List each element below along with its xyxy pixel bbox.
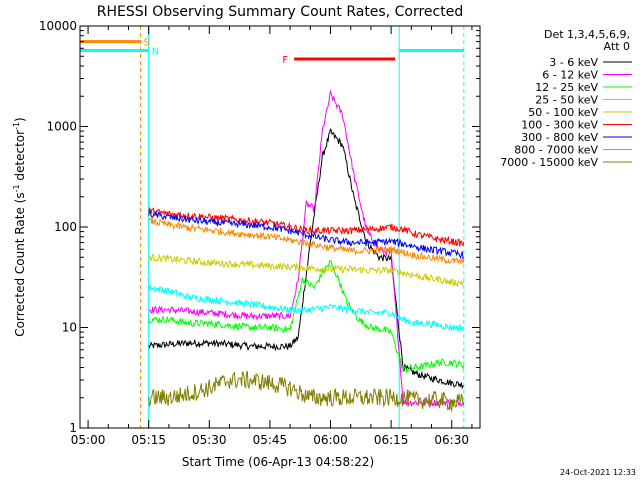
series-line-50-100-kev bbox=[148, 253, 465, 288]
x-tick-label: 06:30 bbox=[434, 433, 469, 447]
plot-area: SN F bbox=[79, 26, 465, 428]
series-line-6-12-kev bbox=[148, 89, 465, 408]
legend-label-6-12-kev: 6 - 12 keV bbox=[542, 69, 598, 82]
legend-label-100-300-kev: 100 - 300 keV bbox=[521, 119, 598, 132]
flag-label-s: S bbox=[144, 38, 150, 49]
y-axis: 1 10 100 1000 10000 bbox=[39, 19, 480, 435]
series-line-300-800-kev bbox=[148, 208, 465, 260]
x-tick-label: 05:00 bbox=[71, 433, 106, 447]
y-tick-label: 10 bbox=[62, 321, 77, 335]
y-tick-label: 1000 bbox=[46, 120, 77, 134]
flag-label-n: N bbox=[152, 47, 159, 58]
legend-header-detectors: Det 1,3,4,5,6,9, bbox=[544, 28, 630, 41]
series-line-800-7000-kev bbox=[148, 216, 465, 265]
chart-title: RHESSI Observing Summary Count Rates, Co… bbox=[97, 4, 463, 20]
x-tick-label: 05:45 bbox=[253, 433, 288, 447]
legend-label-25-50-kev: 25 - 50 keV bbox=[535, 94, 598, 107]
y-axis-label: Corrected Count Rate (s-1 detector-1) bbox=[12, 117, 27, 336]
timestamp: 24-Oct-2021 12:33 bbox=[560, 468, 636, 477]
x-tick-label: 06:00 bbox=[313, 433, 348, 447]
legend-label-300-800-kev: 300 - 800 keV bbox=[521, 131, 598, 144]
y-tick-label: 1 bbox=[69, 421, 77, 435]
series-line-25-50-kev bbox=[148, 284, 465, 333]
series-line-100-300-kev bbox=[148, 206, 465, 247]
series-line-7000-15000-kev bbox=[148, 370, 465, 413]
legend-label-7000-15000-kev: 7000 - 15000 keV bbox=[500, 156, 598, 169]
legend-label-50-100-kev: 50 - 100 keV bbox=[528, 106, 598, 119]
y-tick-label: 100 bbox=[54, 220, 77, 234]
series-line-12-25-kev bbox=[148, 260, 465, 374]
series-line-3-6-kev bbox=[148, 128, 464, 390]
legend-label-12-25-kev: 12 - 25 keV bbox=[535, 81, 598, 94]
legend-header-attenuator: Att 0 bbox=[604, 40, 630, 53]
legend-label-3-6-kev: 3 - 6 keV bbox=[549, 56, 598, 69]
x-tick-label: 05:30 bbox=[192, 433, 227, 447]
x-axis: 05:00 05:15 05:30 05:45 06:00 06:15 06:30 bbox=[71, 26, 473, 447]
flag-label-f: F bbox=[282, 55, 288, 66]
x-axis-label: Start Time (06-Apr-13 04:58:22) bbox=[182, 455, 374, 469]
y-tick-label: 10000 bbox=[39, 19, 77, 33]
x-tick-label: 06:15 bbox=[374, 433, 409, 447]
legend-label-800-7000-kev: 800 - 7000 keV bbox=[514, 144, 598, 157]
x-tick-label: 05:15 bbox=[131, 433, 166, 447]
